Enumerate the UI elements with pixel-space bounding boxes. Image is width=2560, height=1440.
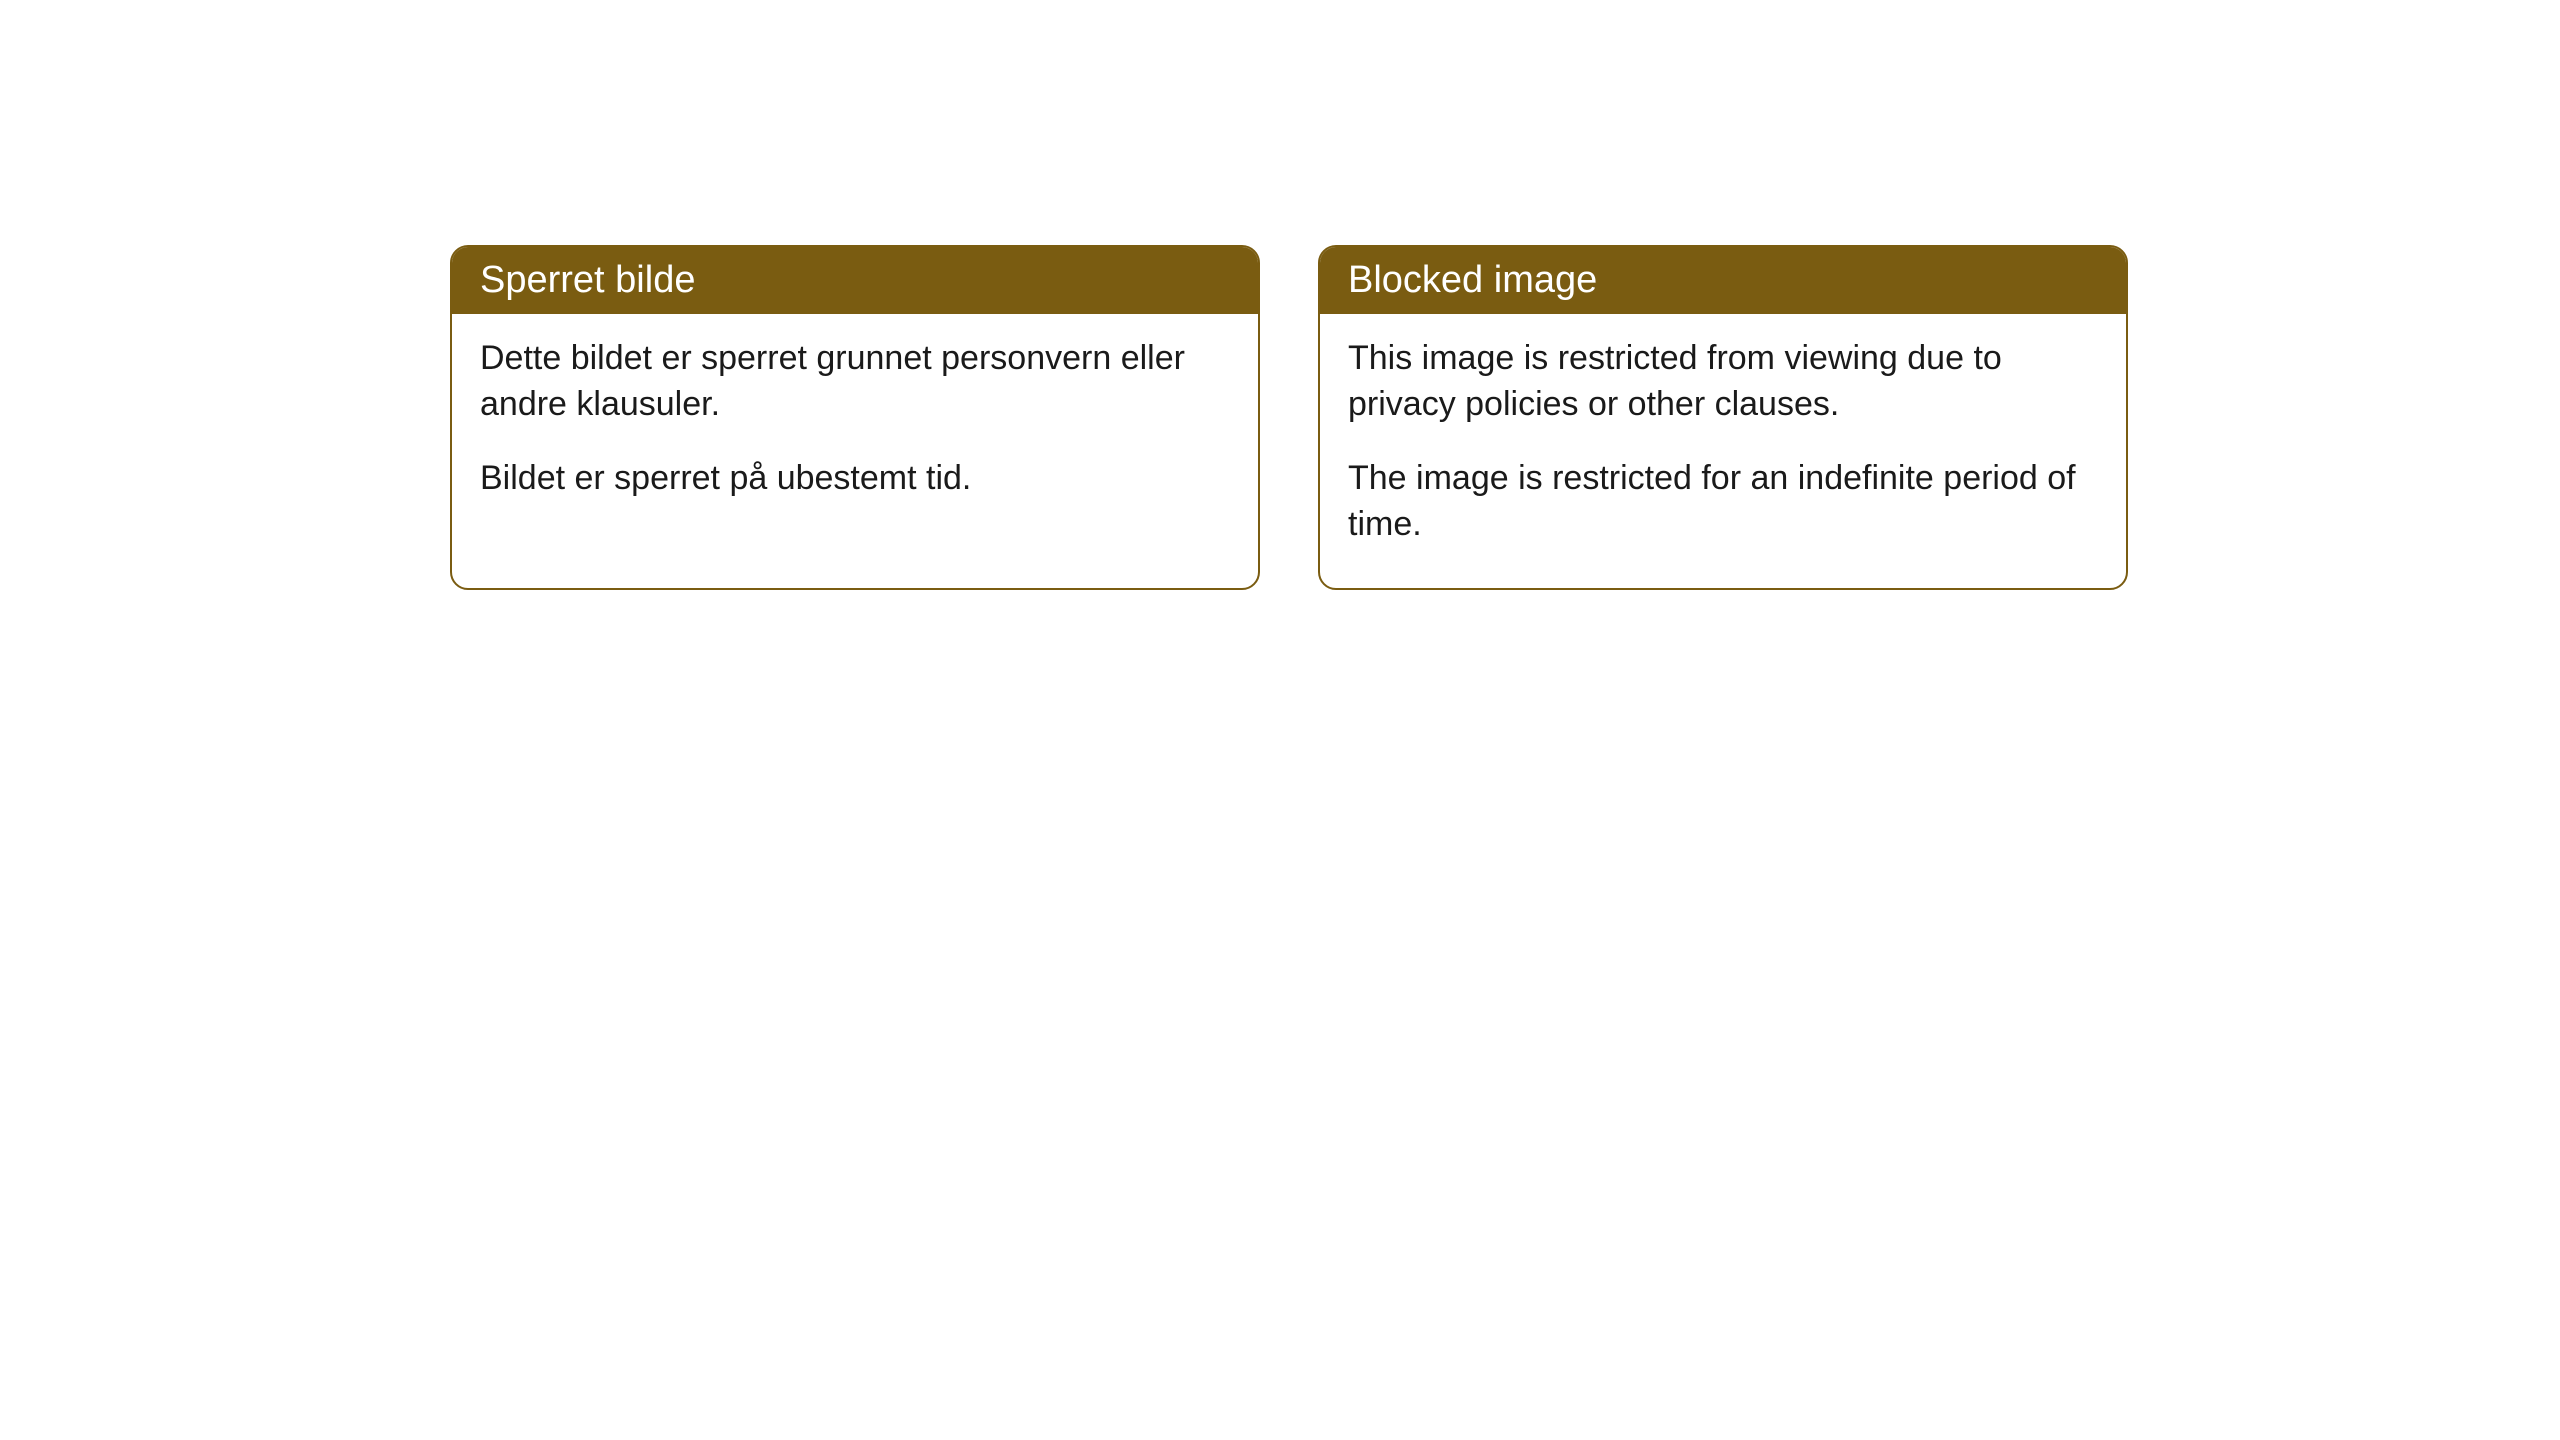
card-paragraph-2-english: The image is restricted for an indefinit… bbox=[1348, 456, 2098, 548]
cards-container: Sperret bilde Dette bildet er sperret gr… bbox=[450, 245, 2128, 590]
card-body-norwegian: Dette bildet er sperret grunnet personve… bbox=[452, 314, 1258, 542]
blocked-image-card-english: Blocked image This image is restricted f… bbox=[1318, 245, 2128, 590]
card-header-norwegian: Sperret bilde bbox=[452, 247, 1258, 314]
card-paragraph-2-norwegian: Bildet er sperret på ubestemt tid. bbox=[480, 456, 1230, 502]
card-body-english: This image is restricted from viewing du… bbox=[1320, 314, 2126, 588]
card-paragraph-1-english: This image is restricted from viewing du… bbox=[1348, 336, 2098, 428]
blocked-image-card-norwegian: Sperret bilde Dette bildet er sperret gr… bbox=[450, 245, 1260, 590]
card-header-english: Blocked image bbox=[1320, 247, 2126, 314]
card-paragraph-1-norwegian: Dette bildet er sperret grunnet personve… bbox=[480, 336, 1230, 428]
